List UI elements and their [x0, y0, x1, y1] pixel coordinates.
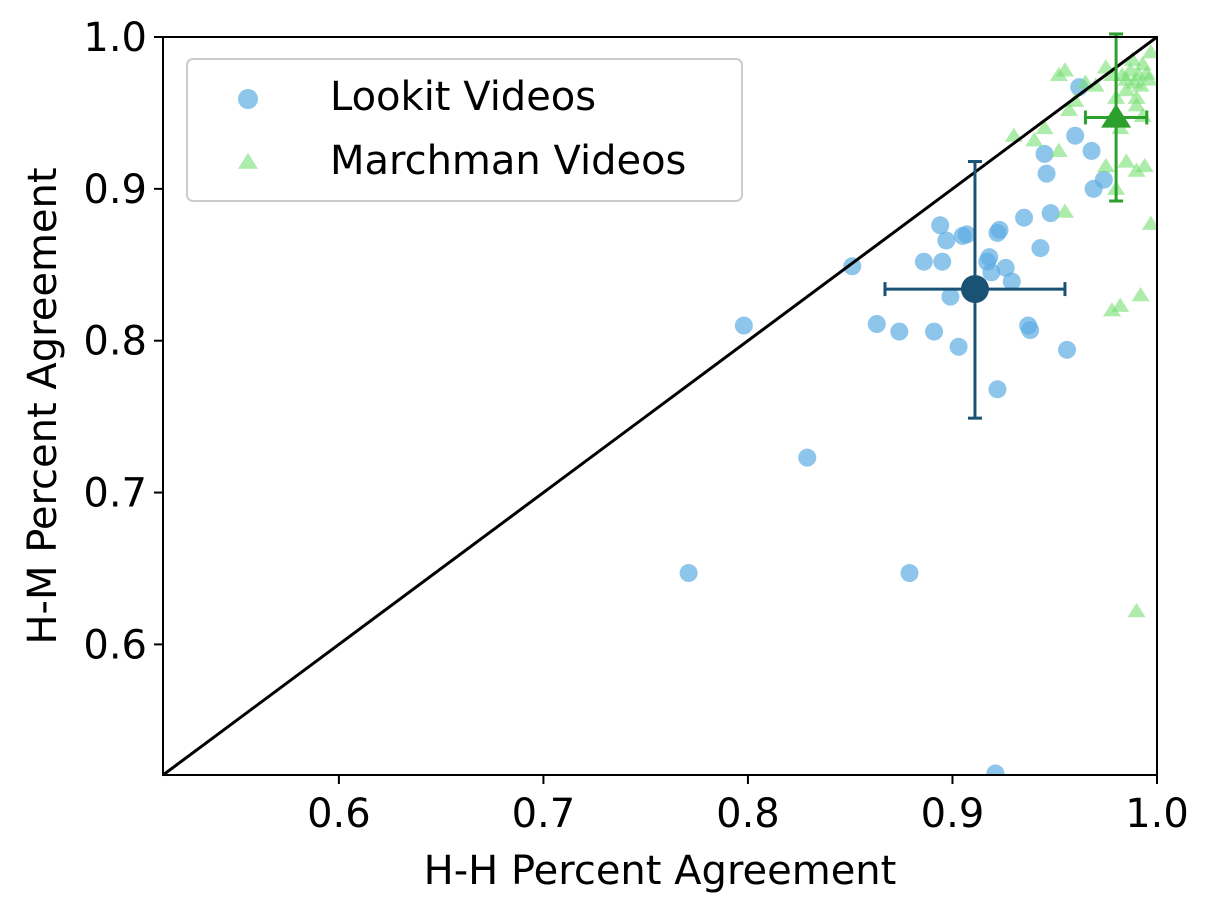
marchman-point: [1117, 153, 1136, 168]
marchman-mean-marker: [1101, 103, 1132, 128]
marchman-point: [1131, 287, 1150, 302]
legend: Lookit Videos Marchman Videos: [186, 58, 743, 202]
x-axis-label: H-H Percent Agreement: [424, 848, 897, 894]
y-axis-label: H-M Percent Agreement: [20, 167, 66, 644]
lookit-point: [1041, 204, 1060, 223]
lookit-point: [980, 248, 999, 267]
legend-label-lookit: Lookit Videos: [330, 74, 596, 120]
lookit-point: [1058, 340, 1077, 359]
marchman-point: [1111, 297, 1130, 312]
marchman-point: [1025, 132, 1044, 147]
lookit-point: [990, 220, 1009, 239]
lookit-point: [933, 252, 952, 271]
lookit-point: [734, 316, 753, 335]
marchman-point: [1141, 44, 1157, 59]
lookit-point: [986, 764, 1005, 775]
y-tick-label: 0.6: [83, 622, 147, 668]
legend-marker-lookit: [238, 89, 258, 109]
y-tick-label: 1.0: [83, 15, 147, 61]
lookit-point: [949, 337, 968, 356]
reference-line-layer: [162, 35, 1158, 777]
x-tick-label: 0.6: [307, 791, 371, 837]
lookit-point: [941, 287, 960, 306]
lookit-point: [1021, 321, 1040, 340]
marchman-point: [1086, 77, 1105, 92]
marchman-point: [1096, 157, 1115, 173]
plot-frame: [162, 36, 1158, 776]
lookit-point: [890, 322, 909, 341]
marchman-point: [1117, 82, 1136, 97]
lookit-point: [925, 322, 944, 341]
lookit-point: [1002, 272, 1021, 291]
lookit-point: [1015, 208, 1034, 227]
y-tick-label: 0.9: [83, 167, 147, 213]
means-layer: [883, 32, 1149, 420]
marchman-point: [1055, 62, 1074, 77]
x-axis-ticks: 0.6 0.7 0.8 0.9 1.0: [307, 775, 1189, 837]
lookit-point: [1066, 126, 1085, 145]
marchman-point: [1127, 97, 1146, 112]
marchman-point: [1123, 51, 1142, 66]
lookit-point: [957, 225, 976, 244]
lookit-point: [1082, 141, 1101, 160]
lookit-point: [1094, 170, 1113, 189]
identity-line: [162, 35, 1158, 777]
marchman-point: [1060, 101, 1079, 116]
marchman-point: [1055, 203, 1074, 218]
lookit-point: [988, 380, 1007, 399]
legend-label-marchman: Marchman Videos: [330, 138, 686, 184]
marchman-point: [1127, 162, 1146, 177]
marchman-point: [1141, 215, 1157, 230]
legend-box: [186, 58, 743, 202]
lookit-point: [798, 448, 817, 467]
marchman-point: [1127, 602, 1146, 618]
y-tick-label: 0.8: [83, 319, 147, 365]
marchman-point: [1049, 142, 1068, 157]
x-tick-label: 1.0: [1125, 791, 1189, 837]
lookit-point: [931, 216, 950, 235]
y-tick-label: 0.7: [83, 471, 147, 517]
lookit-point: [1031, 239, 1050, 258]
x-tick-label: 0.9: [921, 791, 985, 837]
x-tick-label: 0.7: [512, 791, 576, 837]
legend-marker-marchman: [238, 153, 258, 169]
marchman-point: [1127, 89, 1146, 104]
lookit-point: [996, 258, 1015, 277]
lookit-point: [679, 564, 698, 583]
lookit-point: [1035, 144, 1054, 163]
marchman-point: [1103, 302, 1122, 317]
points-layer: [679, 44, 1157, 775]
lookit-point: [1037, 164, 1056, 183]
lookit-point: [937, 231, 956, 250]
lookit-point: [914, 252, 933, 271]
lookit-point: [843, 257, 862, 276]
lookit-point: [900, 564, 919, 583]
marchman-point: [1139, 71, 1157, 86]
marchman-point: [1135, 157, 1154, 173]
marchman-point: [1035, 120, 1054, 135]
y-axis-ticks: 0.6 0.7 0.8 0.9 1.0: [83, 15, 163, 668]
lookit-mean-marker: [960, 275, 989, 304]
x-tick-label: 0.8: [716, 791, 780, 837]
marchman-point: [1066, 92, 1085, 107]
lookit-point: [867, 315, 886, 333]
lookit-point: [982, 263, 1001, 282]
